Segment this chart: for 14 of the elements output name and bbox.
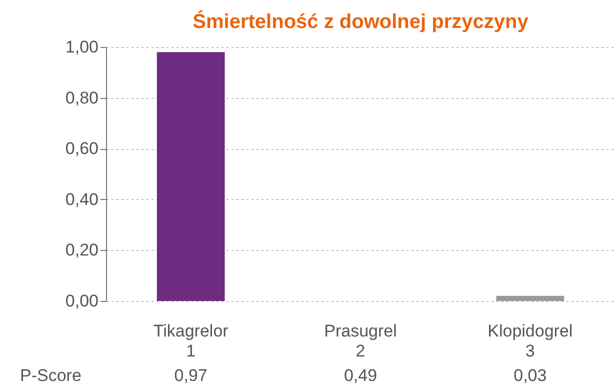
y-tick-label: 0,60 [65, 139, 98, 158]
text: 0,03 [514, 366, 547, 385]
text: 0,97 [174, 366, 208, 385]
text: 0,49 [344, 366, 378, 385]
y-tick-label: 0,40 [65, 190, 98, 209]
y-tick-label: 0,20 [65, 240, 98, 260]
y-tick-label: 0,00 [65, 292, 98, 310]
y-tick-label: 1,00 [65, 38, 98, 56]
x-tick-label: Klopidogrel 3 [488, 322, 573, 360]
chart-title: Śmiertelność z dowolnej przyczyny [192, 10, 530, 33]
text: P-Score [20, 366, 82, 385]
x-tick-label: Prasugrel 2 [324, 322, 397, 360]
x-tick-label: Tikagrelor 1 [153, 322, 229, 360]
y-tick-label: 0,80 [65, 88, 98, 108]
